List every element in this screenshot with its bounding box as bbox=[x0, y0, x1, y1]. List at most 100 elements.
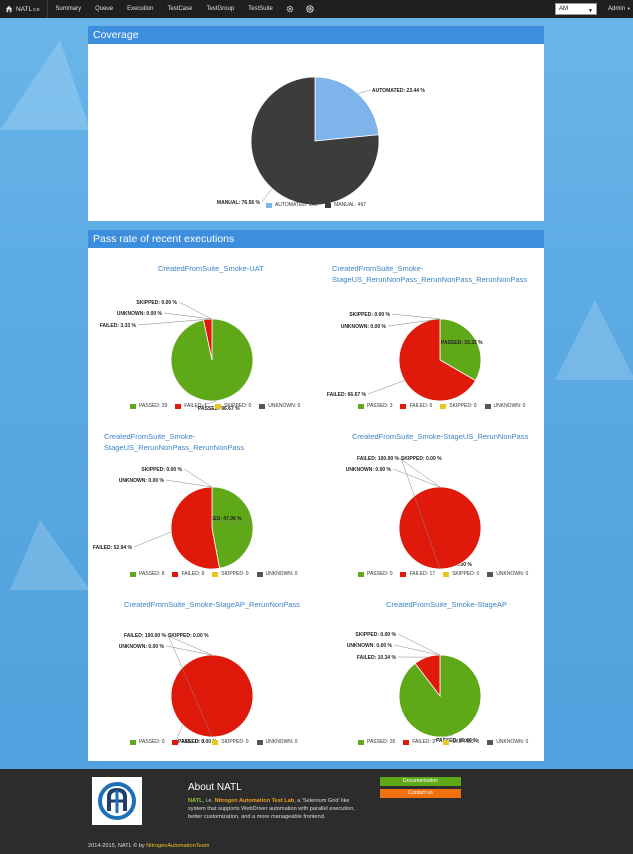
legend-item[interactable]: UNKNOWN: 0 bbox=[256, 571, 297, 577]
legend-label: SKIPPED: 0 bbox=[224, 403, 252, 409]
data-label-skipped: SKIPPED: 0.00 % bbox=[168, 633, 209, 639]
legend-swatch bbox=[266, 202, 272, 208]
legend-swatch bbox=[212, 571, 219, 577]
admin-menu[interactable]: Admin ▼ bbox=[608, 0, 631, 18]
execution-chart-title[interactable]: CreatedFromSuite_Smoke- bbox=[104, 432, 196, 441]
legend-item[interactable]: PASSED: 0 bbox=[130, 739, 164, 745]
legend-swatch bbox=[484, 403, 491, 409]
legend-item[interactable]: SKIPPED: 0 bbox=[440, 403, 477, 409]
execution-chart-legend: PASSED: 26 FAILED: 3 SKIPPED: 0 UNKNOWN: 0 bbox=[358, 739, 536, 745]
pie-slice-passed[interactable] bbox=[398, 654, 482, 738]
data-label-failed: FAILED: 52.94 % bbox=[93, 545, 133, 551]
legend-item[interactable]: SKIPPED: 0 bbox=[212, 571, 249, 577]
legend-label: SKIPPED: 0 bbox=[449, 403, 477, 409]
about-title: About NATL bbox=[188, 782, 242, 793]
legend-item[interactable]: AUTOMATED: 143 bbox=[266, 202, 317, 208]
brand-link[interactable]: NATL 0.9 bbox=[0, 0, 49, 18]
leader-line-failed bbox=[400, 457, 441, 570]
legend-item[interactable]: PASSED: 8 bbox=[130, 571, 164, 577]
legend-item[interactable]: FAILED: 17 bbox=[400, 571, 435, 577]
legend-item[interactable]: SKIPPED: 0 bbox=[212, 739, 249, 745]
legend-item[interactable]: PASSED: 3 bbox=[358, 403, 392, 409]
execution-chart-title[interactable]: StageUS_RerunNonPass_RerunNonPass_RerunN… bbox=[332, 275, 528, 284]
about-lab-name: Nitrogen Automation Test Lab bbox=[214, 798, 295, 804]
leader-line-skipped bbox=[391, 313, 441, 320]
nav-summary[interactable]: Summary bbox=[55, 6, 82, 12]
about-description: NATL, i.e. Nitrogen Automation Test Lab,… bbox=[188, 797, 368, 821]
top-navbar: NATL 0.9 Summary Queue Execution TestCas… bbox=[0, 0, 633, 18]
execution-chart-legend: PASSED: 0 FAILED: 3 SKIPPED: 0 UNKNOWN: 0 bbox=[130, 739, 305, 745]
legend-item[interactable]: UNKNOWN: 0 bbox=[256, 739, 298, 745]
leader-line-skipped bbox=[183, 468, 213, 488]
data-label-skipped: SKIPPED: 0.00 % bbox=[349, 312, 390, 318]
legend-swatch bbox=[172, 739, 179, 745]
leader-line-failed bbox=[133, 531, 172, 548]
execution-chart-legend: PASSED: 0 FAILED: 17 SKIPPED: 0 UNKNOWN: 0 bbox=[358, 571, 536, 577]
pie-slice-manual[interactable] bbox=[250, 76, 380, 206]
legend-item[interactable]: MANUAL: 467 bbox=[325, 202, 366, 208]
pass-rate-pie-svg: PASSED: 89.66 % FAILED: 10.34 % SKIPPED: 0… bbox=[347, 632, 482, 744]
pie-slice-automated[interactable] bbox=[314, 76, 380, 142]
leader-line-unknown bbox=[393, 644, 441, 656]
legend-item[interactable]: UNKNOWN: 0 bbox=[487, 571, 528, 577]
legend-item[interactable]: FAILED: 3 bbox=[172, 739, 204, 745]
leader-line-failed bbox=[167, 634, 213, 738]
execution-chart-title[interactable]: CreatedFromSuite_Smoke-StageAP bbox=[386, 600, 507, 609]
pie-slice-failed[interactable] bbox=[170, 654, 254, 738]
data-label-unknown: UNKNOWN: 0.00 % bbox=[347, 643, 393, 649]
contact-us-button[interactable]: Contact us bbox=[380, 789, 461, 798]
legend-item[interactable]: FAILED: 1 bbox=[175, 403, 207, 409]
nav-execution[interactable]: Execution bbox=[127, 6, 154, 12]
copyright-team-link[interactable]: NitrogenAutomationTeam bbox=[146, 843, 210, 849]
legend-item[interactable]: PASSED: 26 bbox=[358, 739, 395, 745]
coverage-pie-svg: AUTOMATED: 23.44 % MANUAL: 76.56 % bbox=[217, 76, 425, 206]
nav-testcase[interactable]: TestCase bbox=[167, 6, 193, 12]
execution-chart-title[interactable]: CreatedFromSuite_Smoke-StageUS_RerunNonP… bbox=[352, 432, 529, 441]
data-label-passed: PASSED: 96.67 % bbox=[198, 406, 240, 412]
legend-item[interactable]: SKIPPED: 0 bbox=[215, 403, 251, 409]
legend-item[interactable]: SKIPPED: 0 bbox=[443, 571, 479, 577]
pie-slice-failed[interactable] bbox=[398, 318, 477, 402]
execution-chart-title[interactable]: CreatedFromSuite_Smoke-StageAP_RerunNonP… bbox=[124, 600, 300, 609]
legend-item[interactable]: FAILED: 6 bbox=[400, 403, 432, 409]
help-icon[interactable] bbox=[306, 5, 314, 13]
pass-rate-pie-svg: PASSED: 33.33 % FAILED: 66.67 % SKIPPED: 0… bbox=[327, 312, 483, 402]
legend-swatch bbox=[443, 571, 450, 577]
pie-slice-passed[interactable] bbox=[211, 486, 254, 569]
legend-label: SKIPPED: 0 bbox=[221, 571, 249, 577]
background-decoration bbox=[10, 520, 90, 590]
footer: About NATL NATL, i.e. Nitrogen Automatio… bbox=[0, 769, 633, 854]
legend-item[interactable]: FAILED: 9 bbox=[172, 571, 204, 577]
leader-line-skipped bbox=[178, 301, 213, 320]
legend-label: UNKNOWN: 0 bbox=[265, 739, 298, 745]
region-select[interactable]: AM ▼ bbox=[555, 3, 597, 15]
legend-item[interactable]: PASSED: 0 bbox=[358, 571, 392, 577]
legend-label: PASSED: 26 bbox=[367, 739, 396, 745]
legend-swatch bbox=[212, 739, 219, 745]
legend-item[interactable]: SKIPPED: 0 bbox=[443, 739, 479, 745]
pie-slice-failed[interactable] bbox=[398, 486, 482, 570]
leader-line-failed bbox=[367, 380, 405, 395]
documentation-button[interactable]: Documentation bbox=[380, 777, 461, 786]
execution-chart-title[interactable]: CreatedFromSuite_Smoke- bbox=[332, 264, 424, 273]
nav-testsuite[interactable]: TestSuite bbox=[248, 6, 273, 12]
execution-chart-title[interactable]: CreatedFromSuite_Smoke-UAT bbox=[158, 264, 264, 273]
legend-item[interactable]: UNKNOWN: 0 bbox=[259, 403, 300, 409]
legend-swatch bbox=[358, 403, 364, 409]
execution-chart-title[interactable]: StageUS_RerunNonPass_RerunNonPass bbox=[104, 443, 245, 452]
legend-item[interactable]: FAILED: 3 bbox=[403, 739, 435, 745]
legend-label: SKIPPED: 0 bbox=[221, 739, 249, 745]
data-label-skipped: SKIPPED: 0.00 % bbox=[355, 632, 396, 638]
legend-item[interactable]: PASSED: 29 bbox=[130, 403, 167, 409]
about-rest: , a 'Selenium Grid' like system that sup… bbox=[188, 798, 355, 820]
nav-queue[interactable]: Queue bbox=[95, 6, 114, 12]
data-label-passed: PASSED: 47.06 % bbox=[200, 516, 242, 522]
gear-icon[interactable] bbox=[286, 5, 294, 13]
pie-slice-failed[interactable] bbox=[170, 486, 221, 570]
legend-swatch bbox=[487, 739, 494, 745]
legend-item[interactable]: UNKNOWN: 0 bbox=[487, 739, 528, 745]
legend-item[interactable]: UNKNOWN: 0 bbox=[484, 403, 525, 409]
legend-label: UNKNOWN: 0 bbox=[496, 739, 529, 745]
nav-testgroup[interactable]: TestGroup bbox=[206, 6, 235, 12]
data-label-unknown: UNKNOWN: 0.00 % bbox=[341, 324, 387, 330]
